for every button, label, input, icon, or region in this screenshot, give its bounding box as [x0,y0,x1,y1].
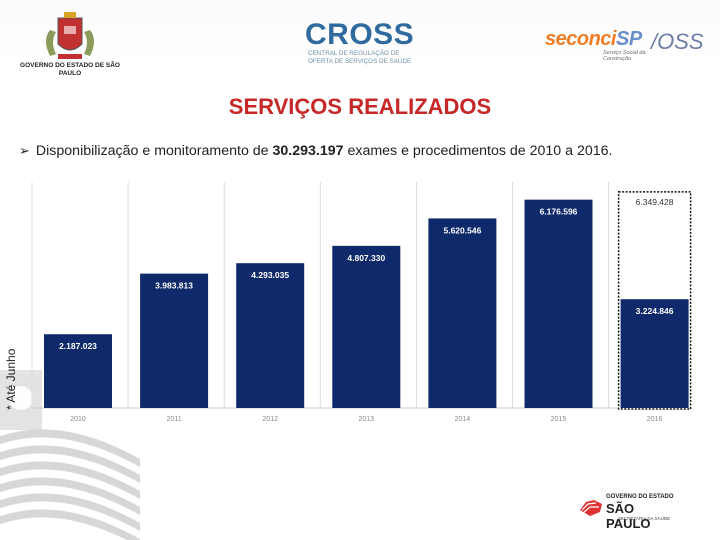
x-tick-label: 2010 [70,416,86,423]
bar-value-label: 3.983.813 [155,281,193,291]
bar [332,245,401,408]
x-tick-label: 2016 [647,416,663,423]
x-tick-label: 2012 [262,416,278,423]
x-tick-label: 2013 [359,416,375,423]
gov-sp-logo: GOVERNO DO ESTADO DE SÃO PAULO [20,10,120,85]
sao-paulo-flag-stripes [0,370,140,540]
bar [428,218,497,408]
bar [620,299,689,408]
bar-value-label: 5.620.546 [443,225,481,235]
bullet-text-pre: Disponibilização e monitoramento de [35,143,273,159]
gov-sp-footer-logo: GOVERNO DO ESTADO SÃO PAULO SECRETARIA D… [578,494,678,531]
footer-gov-line3: SECRETARIA DA SAÚDE [618,516,671,521]
bullet-summary: ➢ Disponibilização e monitoramento de 30.… [19,143,612,159]
arrow-bullet-icon: ➢ [19,143,30,158]
x-tick-label: 2015 [551,416,567,423]
coat-of-arms-icon [46,12,94,59]
bar-value-label: 4.293.035 [251,270,289,280]
x-tick-label: 2014 [455,416,471,423]
bar-value-label: 4.807.330 [347,253,385,263]
cross-logo: CROSS CENTRAL DE REGULAÇÃO DE OFERTA DE … [305,18,415,68]
header-band [0,0,720,60]
oss-logo-text: /OSS [651,29,704,54]
bar [140,273,209,408]
cross-logo-text: CROSS [305,18,415,51]
sp-map-icon [580,500,602,516]
bar [524,199,593,408]
x-tick-label: 2011 [167,416,182,423]
seconci-logo-subtitle: Serviço Social da Construção [603,50,646,62]
bullet-text-post: exames e procedimentos de 2010 a 2016. [343,143,613,159]
projection-label: 6.349.428 [636,197,674,207]
footer-gov-line1: GOVERNO DO ESTADO [606,494,674,500]
seconci-logo: seconciSP Serviço Social da Construção /… [545,28,705,64]
seconci-logo-text: seconciSP [545,28,642,50]
cross-logo-subtitle: CENTRAL DE REGULAÇÃO DE OFERTA DE SERVIÇ… [308,50,412,65]
bar-value-label: 3.224.846 [636,306,674,316]
bar [236,263,305,408]
bar-value-label: 6.176.596 [540,207,578,217]
bar-value-label: 2.187.023 [59,341,97,351]
bullet-total: 30.293.197 [272,143,344,159]
gov-logo-caption: GOVERNO DO ESTADO DE SÃO PAULO [20,62,120,77]
bar [44,334,112,408]
footer-gov-line2: SÃO PAULO [606,501,651,531]
slide-title: SERVIÇOS REALIZADOS [228,94,492,119]
